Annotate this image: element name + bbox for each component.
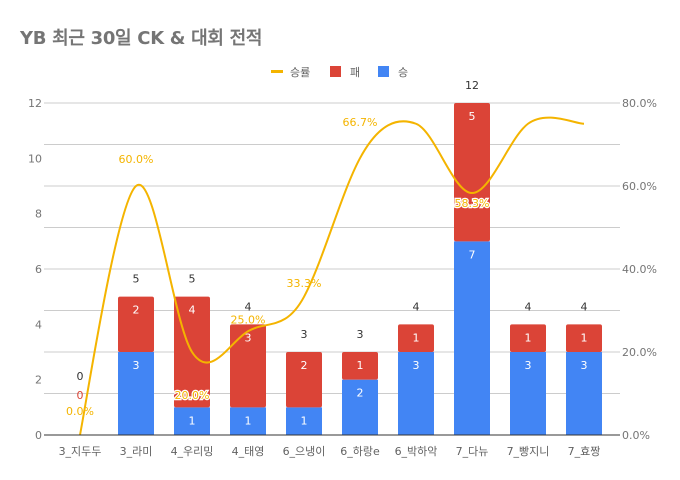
- win-rate-label: 25.0%: [231, 313, 266, 326]
- total-label: 4: [413, 300, 420, 313]
- loss-label: 3: [245, 331, 252, 344]
- x-tick-label: 6_하랑e: [340, 444, 380, 458]
- y-left-tick-label: 8: [35, 208, 42, 221]
- y-left-tick-label: 4: [35, 318, 42, 331]
- bar-loss: [230, 324, 266, 408]
- bar-win: [174, 407, 210, 435]
- total-label: 4: [245, 300, 252, 313]
- loss-label: 1: [413, 331, 420, 344]
- win-rate-label: 60.0%: [119, 153, 154, 166]
- bar-loss: [398, 324, 434, 352]
- legend-label-win: 승: [398, 66, 408, 79]
- x-tick-label: 7_다뉴: [456, 445, 489, 458]
- win-rate-label: 66.7%: [343, 116, 378, 129]
- loss-label: 1: [357, 359, 364, 372]
- total-label: 3: [357, 328, 364, 341]
- y-left-tick-label: 2: [35, 374, 42, 387]
- x-tick-label: 4_태영: [232, 445, 265, 458]
- bar-win: [510, 352, 546, 435]
- legend-label-loss: 패: [350, 66, 360, 79]
- x-tick-label: 3_지두두: [59, 445, 102, 458]
- bar-win: [398, 352, 434, 435]
- bar-loss: [342, 352, 378, 380]
- win-label: 3: [581, 359, 588, 372]
- x-tick-label: 7_효짱: [568, 445, 601, 458]
- bar-win: [118, 352, 154, 435]
- win-rate-label: 0.0%: [66, 405, 94, 418]
- win-rate-label: 20.0%: [175, 389, 210, 402]
- loss-label: 1: [581, 331, 588, 344]
- bar-loss: [510, 324, 546, 352]
- win-label: 1: [189, 414, 196, 427]
- win-label: 2: [357, 387, 364, 400]
- y-right-tick-label: 80.0%: [622, 97, 657, 110]
- legend-swatch-loss: [330, 66, 341, 77]
- x-tick-label: 6_으냉이: [283, 445, 326, 458]
- loss-label: 0: [77, 389, 84, 402]
- win-label: 3: [525, 359, 532, 372]
- total-label: 3: [301, 328, 308, 341]
- win-label: 3: [413, 359, 420, 372]
- loss-label: 4: [189, 304, 196, 317]
- y-left-tick-label: 6: [35, 263, 42, 276]
- legend-swatch-win: [378, 66, 389, 77]
- total-label: 0: [77, 370, 84, 383]
- legend-label-rate: 승률: [290, 66, 310, 79]
- y-right-tick-label: 60.0%: [622, 180, 657, 193]
- legend-swatch-rate: [271, 70, 283, 73]
- win-label: 1: [301, 414, 308, 427]
- bar-win: [342, 379, 378, 435]
- bar-win: [454, 241, 490, 435]
- win-rate-line: [79, 116, 585, 436]
- total-label: 5: [133, 273, 140, 286]
- x-tick-label: 6_박하악: [395, 444, 438, 458]
- total-label: 4: [525, 300, 532, 313]
- bar-win: [286, 407, 322, 435]
- y-right-tick-label: 40.0%: [622, 263, 657, 276]
- bar-win: [230, 407, 266, 435]
- x-tick-label: 4_우리밍: [171, 445, 214, 458]
- total-label: 5: [189, 273, 196, 286]
- y-left-tick-label: 0: [35, 429, 42, 442]
- bar-loss: [566, 324, 602, 352]
- x-tick-label: 7_빵지니: [507, 445, 550, 458]
- total-label: 12: [465, 79, 479, 92]
- win-rate-label: 33.3%: [287, 277, 322, 290]
- loss-label: 5: [469, 110, 476, 123]
- win-label: 1: [245, 414, 252, 427]
- win-label: 7: [469, 248, 476, 261]
- y-right-tick-label: 0.0%: [622, 429, 650, 442]
- bar-loss: [454, 103, 490, 242]
- loss-label: 2: [301, 359, 308, 372]
- loss-label: 2: [133, 304, 140, 317]
- line-series: [79, 116, 585, 436]
- x-tick-label: 3_라미: [120, 445, 153, 458]
- bar-loss: [118, 296, 154, 352]
- win-label: 3: [133, 359, 140, 372]
- y-right-tick-label: 20.0%: [622, 346, 657, 359]
- chart-title: YB 최근 30일 CK & 대회 전적: [20, 28, 263, 49]
- y-left-tick-label: 12: [28, 97, 42, 110]
- y-left-tick-label: 10: [28, 152, 42, 165]
- loss-label: 1: [525, 331, 532, 344]
- total-label: 4: [581, 300, 588, 313]
- win-rate-label: 58.3%: [455, 197, 490, 210]
- bar-win: [566, 352, 602, 435]
- legend: 승률 패 승: [271, 66, 408, 79]
- bar-loss: [286, 352, 322, 408]
